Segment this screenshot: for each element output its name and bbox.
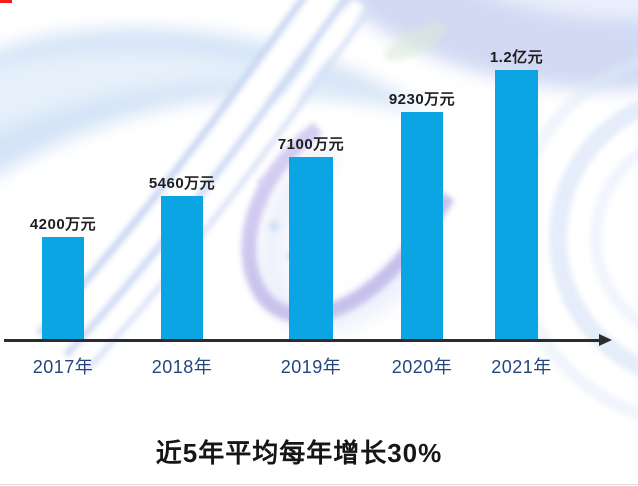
bar-value-label: 4200万元 — [29, 216, 97, 233]
bottom-edge-line — [0, 484, 638, 485]
bar-value-label: 7100万元 — [277, 136, 345, 153]
bar — [401, 112, 443, 341]
bar-value-label: 1.2亿元 — [489, 49, 544, 66]
bar-group-2021年: 1.2亿元 — [490, 49, 543, 341]
green-wisp-shape — [384, 22, 446, 62]
x-axis-label: 2018年 — [151, 357, 213, 377]
x-axis-label: 2021年 — [491, 357, 552, 377]
bar-group-2019年: 7100万元 — [278, 136, 344, 341]
top-right-dome-shape — [341, 0, 638, 90]
axis-arrowhead-icon — [599, 334, 612, 346]
bar — [495, 70, 538, 341]
bar — [161, 196, 203, 341]
x-axis-label: 2019年 — [280, 357, 342, 377]
x-axis-line — [4, 339, 602, 342]
bar — [42, 237, 84, 341]
x-axis-label: 2017年 — [32, 357, 94, 377]
bar-value-label: 9230万元 — [388, 91, 456, 108]
bar — [289, 157, 333, 341]
red-corner-mark — [0, 0, 12, 3]
bar-group-2020年: 9230万元 — [389, 91, 455, 341]
bar-group-2018年: 5460万元 — [149, 175, 215, 341]
bar-value-label: 5460万元 — [148, 175, 216, 192]
bar-group-2017年: 4200万元 — [30, 216, 96, 341]
chart-caption-row: 近5年平均每年增长30% — [0, 433, 638, 470]
x-axis-label: 2020年 — [391, 357, 453, 377]
chart-title: 近5年平均每年增长30% — [155, 438, 443, 468]
